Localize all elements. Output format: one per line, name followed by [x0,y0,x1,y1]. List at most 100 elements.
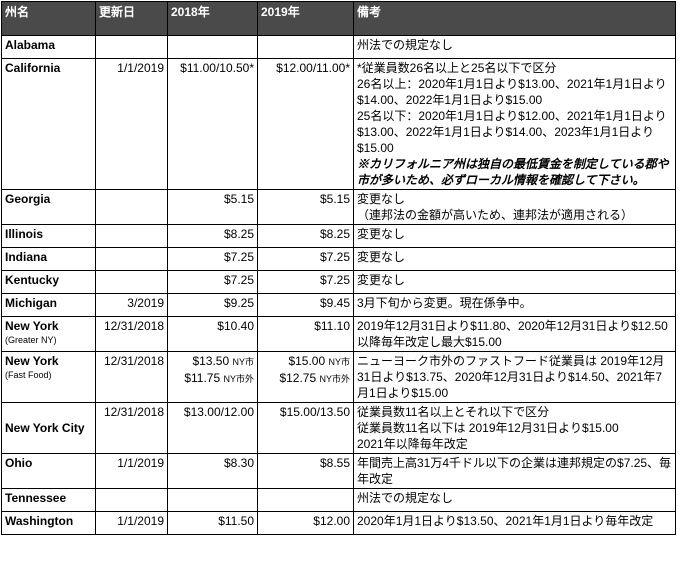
note-line: 従業員数11名以下は 2019年12月31日より$15.00 [357,421,619,435]
header-2018: 2018年 [167,1,258,36]
state-name: California [1,58,96,190]
note-line: 変更なし [357,273,406,287]
notes: 変更なし [353,270,676,294]
note-line: 変更なし [357,250,406,264]
wage-2019-nyc: $15.00 [288,354,326,368]
note-line: *従業員数26名以上と25名以下で区分 [357,61,557,75]
note-line: 年間売上高31万4千ドル以下の企業は連邦規定の$7.25、毎年改定 [357,456,672,486]
note-line: 州法での規定なし [357,491,454,505]
note-line: ニューヨーク市外のファストフード従業員は 2019年12月31日より$13.75… [357,354,665,400]
notes: 2020年1月1日より$13.50、2021年1月1日より毎年改定 [353,511,676,535]
notes: 3月下旬から変更。現在係争中。 [353,293,676,317]
region-tag: NY市 [232,357,254,367]
state-name: Indiana [1,247,96,271]
wage-2018: $5.15 [167,189,258,225]
state-name: Georgia [1,189,96,225]
note-line: 従業員数11名以上とそれ以下で区分 [357,405,550,419]
wage-2018: $7.25 [167,270,258,294]
table-row: Georgia $5.15 $5.15 変更なし （連邦法の金額が高いため、連邦… [1,189,676,225]
state-cell: New York (Fast Food) [1,351,96,403]
note-emphasis: ※カリフォルニア州は独自の最低賃金を制定している郡や市が多いため、必ずローカル情… [357,157,669,187]
wage-2018: $13.00/12.00 [167,402,258,454]
table-row: California 1/1/2019 $11.00/10.50* $12.00… [1,58,676,190]
wage-2018: $10.40 [167,316,258,352]
note-line: （連邦法の金額が高いため、連邦法が適用される） [357,208,634,222]
state-name: New York [5,319,59,333]
wage-2018: $13.50 NY市 $11.75 NY市外 [167,351,258,403]
update-date [95,488,168,512]
notes: 変更なし [353,247,676,271]
table-row: Kentucky $7.25 $7.25 変更なし [1,270,676,294]
update-date [95,189,168,225]
region-tag: NY市外 [319,374,350,384]
note-line: 変更なし [357,192,406,206]
note-line: 3月下旬から変更。現在係争中。 [357,296,532,310]
header-update-date: 更新日 [95,1,168,36]
wage-2019: $8.55 [257,453,354,489]
wage-2019: $15.00 NY市 $12.75 NY市外 [257,351,354,403]
table-row: New York (Greater NY) 12/31/2018 $10.40 … [1,316,676,352]
wage-2018: $11.50 [167,511,258,535]
table-row: Ohio 1/1/2019 $8.30 $8.55 年間売上高31万4千ドル以下… [1,453,676,489]
update-date [95,35,168,59]
state-name: New York City [1,402,96,454]
notes: *従業員数26名以上と25名以下で区分 26名以上：2020年1月1日より$13… [353,58,676,190]
notes: 州法での規定なし [353,35,676,59]
wage-2018: $8.30 [167,453,258,489]
notes: 変更なし （連邦法の金額が高いため、連邦法が適用される） [353,189,676,225]
state-name: Tennessee [1,488,96,512]
update-date: 1/1/2019 [95,58,168,190]
wage-2018-outside-nyc: $11.75 [184,371,221,385]
note-line: 25名以下：2020年1月1日より$12.00、2021年1月1日より$13.0… [357,109,667,155]
table-row: Washington 1/1/2019 $11.50 $12.00 2020年1… [1,511,676,535]
wage-2019: $7.25 [257,270,354,294]
minimum-wage-table: 州名 更新日 2018年 2019年 備考 Alabama 州法での規定なし C… [1,1,676,535]
wage-2019: $15.00/13.50 [257,402,354,454]
notes: 2019年12月31日より$11.80、2020年12月31日より$12.50以… [353,316,676,352]
notes: 年間売上高31万4千ドル以下の企業は連邦規定の$7.25、毎年改定 [353,453,676,489]
update-date: 3/2019 [95,293,168,317]
wage-2018: $8.25 [167,224,258,248]
note-line: 2019年12月31日より$11.80、2020年12月31日より$12.50以… [357,319,668,349]
table-row: Indiana $7.25 $7.25 変更なし [1,247,676,271]
wage-2019: $5.15 [257,189,354,225]
note-line: 変更なし [357,227,406,241]
wage-2018: $11.00/10.50* [167,58,258,190]
state-name: New York [5,354,59,368]
notes: 変更なし [353,224,676,248]
wage-2019 [257,488,354,512]
update-date: 12/31/2018 [95,402,168,454]
state-name: Ohio [1,453,96,489]
region-tag: NY市外 [223,374,254,384]
region-tag: NY市 [328,357,350,367]
note-line: 2020年1月1日より$13.50、2021年1月1日より毎年改定 [357,514,654,528]
update-date [95,247,168,271]
wage-2018 [167,488,258,512]
wage-2018-nyc: $13.50 [192,354,230,368]
wage-2019: $7.25 [257,247,354,271]
wage-2018 [167,35,258,59]
update-date: 12/31/2018 [95,351,168,403]
wage-2019: $11.10 [257,316,354,352]
notes: 従業員数11名以上とそれ以下で区分 従業員数11名以下は 2019年12月31日… [353,402,676,454]
state-name: Kentucky [1,270,96,294]
table-row: New York (Fast Food) 12/31/2018 $13.50 N… [1,351,676,403]
header-row: 州名 更新日 2018年 2019年 備考 [1,1,676,36]
table-row: New York City 12/31/2018 $13.00/12.00 $1… [1,402,676,454]
header-2019: 2019年 [257,1,354,36]
table-row: Michigan 3/2019 $9.25 $9.45 3月下旬から変更。現在係… [1,293,676,317]
update-date: 1/1/2019 [95,453,168,489]
state-cell: New York (Greater NY) [1,316,96,352]
notes: 州法での規定なし [353,488,676,512]
note-line: 2021年以降毎年改定 [357,437,468,451]
state-subtitle: (Greater NY) [5,335,57,345]
table-row: Tennessee 州法での規定なし [1,488,676,512]
update-date [95,270,168,294]
note-line: 26名以上：2020年1月1日より$13.00、2021年1月1日より$14.0… [357,77,667,107]
wage-2019: $12.00 [257,511,354,535]
table-row: Alabama 州法での規定なし [1,35,676,59]
note-line: 州法での規定なし [357,38,454,52]
update-date: 12/31/2018 [95,316,168,352]
wage-2018: $9.25 [167,293,258,317]
wage-2019: $12.00/11.00* [257,58,354,190]
